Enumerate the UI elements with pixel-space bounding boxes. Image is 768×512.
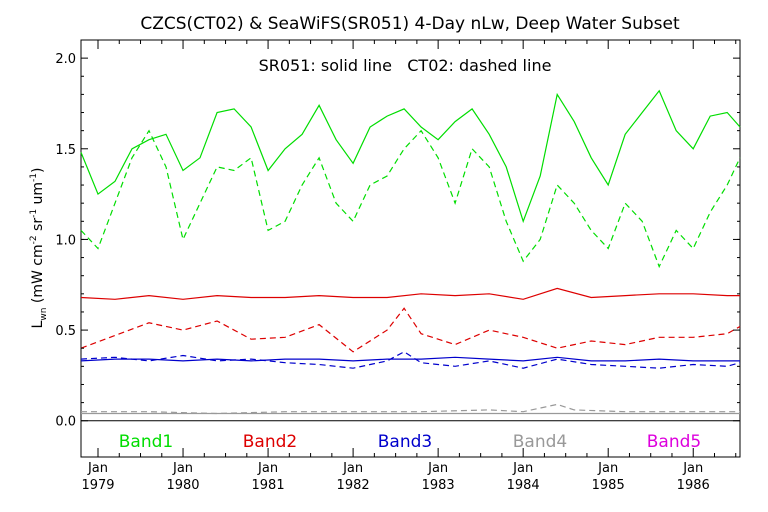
legend-item-band2: Band2 xyxy=(243,432,297,452)
series-line-band4-dashed xyxy=(81,403,740,415)
x-tick-year: 1983 xyxy=(422,478,455,493)
y-label-exp1: -2 xyxy=(29,235,39,244)
x-tick-year: 1982 xyxy=(337,478,370,493)
y-tick-label: 0.0 xyxy=(55,415,76,430)
y-label-mid1: sr xyxy=(30,218,46,236)
plot-frame xyxy=(80,39,741,458)
x-tick-month: Jan xyxy=(682,461,703,476)
x-tick-month: Jan xyxy=(597,461,618,476)
y-tick-label: 0.5 xyxy=(55,324,76,339)
series-line-band2-solid xyxy=(80,287,740,300)
chart-subtitle: SR051: solid line CT02: dashed line xyxy=(259,56,552,75)
y-label-end: ) xyxy=(30,168,46,173)
x-tick-month: Jan xyxy=(512,461,533,476)
x-tick-year: 1984 xyxy=(507,478,540,493)
x-tick-year: 1981 xyxy=(252,478,285,493)
legend-item-band1: Band1 xyxy=(119,432,173,452)
svg-text:Lwn (mW cm-2 sr-1 um-1): Lwn (mW cm-2 sr-1 um-1) xyxy=(29,168,49,329)
series-line-band1-solid xyxy=(80,89,741,224)
x-tick-month: Jan xyxy=(87,461,108,476)
y-label-main: L xyxy=(30,320,46,328)
series-line-band1-dashed xyxy=(80,129,741,269)
plot-area: 0.0 0.5 1.0 1.5 2.0 Jan 1979 Jan 1980 Jan 1981 Jan 1… xyxy=(55,39,741,493)
x-tick-year: 1985 xyxy=(592,478,625,493)
y-label-exp3: -1 xyxy=(29,173,39,182)
chart-title: CZCS(CT02) & SeaWiFS(SR051) 4-Day nLw, D… xyxy=(140,14,680,34)
series-line-band3-dashed xyxy=(80,351,741,369)
y-label-sub: wn xyxy=(39,308,49,321)
x-tick-month: Jan xyxy=(257,461,278,476)
legend-item-band3: Band3 xyxy=(378,432,432,452)
x-tick-month: Jan xyxy=(172,461,193,476)
legend-item-band5: Band5 xyxy=(647,432,701,452)
axis-ticks: 0.0 0.5 1.0 1.5 2.0 Jan 1979 Jan 1980 Jan 1981 Jan 1… xyxy=(55,40,740,493)
y-label-mid2: um xyxy=(30,182,46,209)
x-tick-year: 1980 xyxy=(166,478,199,493)
x-tick-year: 1986 xyxy=(677,478,710,493)
x-tick-month: Jan xyxy=(342,461,363,476)
legend: Band1 Band2 Band3 Band4 Band5 xyxy=(119,432,701,452)
series-line-band3-solid xyxy=(80,356,740,362)
y-label-rest: (mW cm xyxy=(30,244,46,307)
x-tick-month: Jan xyxy=(427,461,448,476)
y-tick-label: 1.0 xyxy=(55,233,76,248)
y-tick-label: 2.0 xyxy=(55,52,76,67)
x-tick-year: 1979 xyxy=(81,478,114,493)
series-line-band2-dashed xyxy=(80,307,741,353)
y-axis-label: Lwn (mW cm-2 sr-1 um-1) xyxy=(29,168,49,329)
series-group xyxy=(80,89,741,415)
y-label-exp2: -1 xyxy=(29,209,39,218)
legend-item-band4: Band4 xyxy=(513,432,567,452)
y-tick-label: 1.5 xyxy=(55,143,76,158)
